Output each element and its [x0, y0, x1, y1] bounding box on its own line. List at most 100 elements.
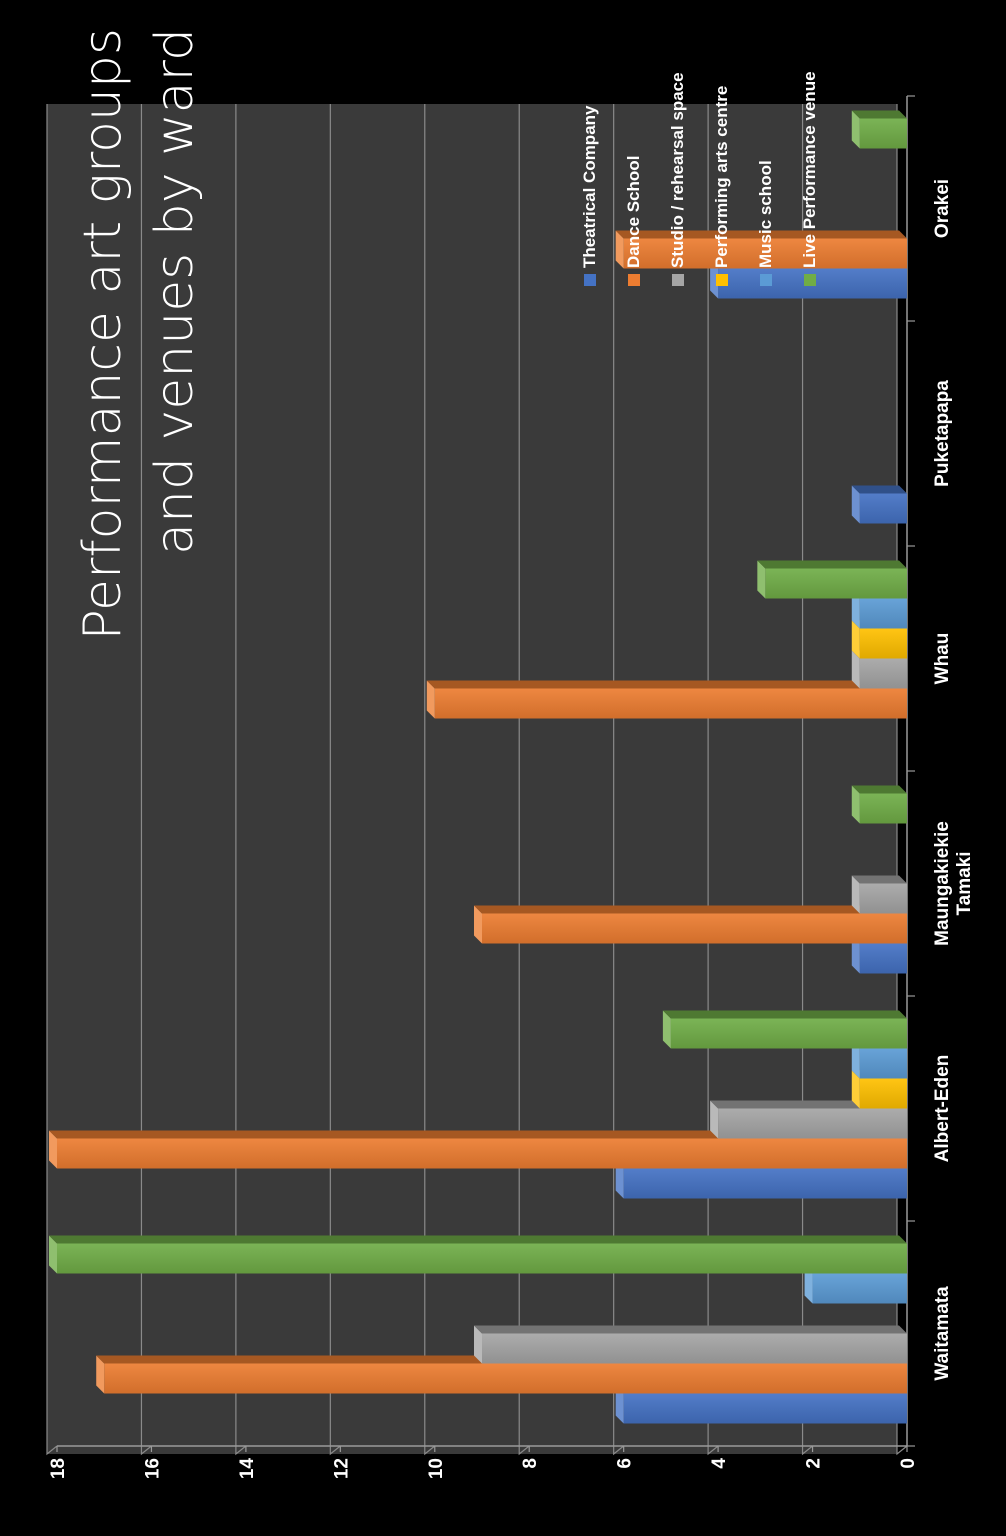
bar	[812, 1273, 907, 1304]
bar	[859, 118, 907, 149]
gridline	[896, 104, 908, 1456]
legend-entry: Studio / rehearsal space	[668, 72, 687, 268]
bar	[623, 1393, 908, 1424]
bar	[104, 1363, 907, 1394]
bar-top	[757, 560, 766, 599]
y-tick-label: 4	[709, 1458, 730, 1469]
gridline	[518, 104, 530, 1456]
bar-top	[851, 620, 860, 659]
bar	[57, 1243, 907, 1274]
legend-swatch	[716, 274, 728, 286]
legend-entry: Dance School	[624, 156, 643, 268]
x-category-label: Waitamata	[932, 1286, 953, 1381]
bar	[859, 883, 907, 914]
legend-entry: Theatrical Company	[580, 105, 599, 268]
gridline	[801, 104, 813, 1456]
bar-top	[615, 1160, 624, 1199]
y-tick-label: 16	[142, 1458, 163, 1479]
bar-top	[662, 1010, 671, 1049]
legend-swatch	[584, 274, 596, 286]
bar	[859, 628, 907, 659]
bar-top	[474, 1325, 482, 1364]
bar-top	[474, 905, 482, 944]
x-category-label: Albert-Eden	[932, 1055, 953, 1163]
bar-top	[49, 1235, 57, 1274]
x-category-label: Whau	[932, 633, 953, 685]
bar-top	[851, 875, 860, 914]
bar-top	[851, 590, 860, 629]
bar	[434, 688, 907, 719]
bar	[670, 1018, 908, 1049]
bar-side	[474, 1325, 907, 1334]
bar-side	[615, 230, 907, 239]
bar-top	[615, 230, 624, 269]
bar-top	[710, 1100, 719, 1139]
bar	[859, 658, 907, 689]
legend-swatch	[804, 274, 816, 286]
bar-top	[851, 485, 860, 524]
bar	[482, 913, 907, 944]
y-tick-label: 6	[615, 1458, 636, 1469]
legend-swatch	[672, 274, 684, 286]
bar-side	[426, 680, 907, 689]
bar-side	[851, 785, 907, 794]
plot-back-wall	[47, 104, 897, 1454]
bar-top	[851, 935, 860, 974]
x-category-label: Tamaki	[954, 851, 975, 915]
x-category-label: Maungakiekie	[932, 821, 953, 946]
bar	[623, 238, 908, 269]
bar-top	[851, 1070, 860, 1109]
chart-title-line: Performance art groups	[73, 28, 133, 641]
bar-top	[615, 1385, 624, 1424]
bar-side	[49, 1130, 907, 1139]
y-tick-label: 18	[48, 1458, 69, 1479]
bar-top	[804, 1265, 813, 1304]
gridline	[46, 104, 58, 1456]
bar	[859, 598, 907, 629]
y-tick-label: 0	[898, 1458, 919, 1469]
gridline	[613, 104, 625, 1456]
bar-top	[851, 110, 860, 149]
bar-side	[49, 1235, 907, 1244]
y-tick-label: 14	[237, 1458, 258, 1480]
y-tick-label: 10	[426, 1458, 447, 1479]
bar	[623, 1168, 908, 1199]
bar	[859, 1048, 907, 1079]
legend-entry: Performing arts centre	[712, 86, 731, 268]
bar	[859, 793, 907, 824]
y-tick-label: 8	[520, 1458, 541, 1469]
y-tick-label: 12	[331, 1458, 352, 1479]
y-tick-label: 2	[804, 1458, 825, 1469]
chart-title-line: and venues by ward	[145, 28, 205, 555]
bar	[859, 943, 907, 974]
bar-top	[426, 680, 435, 719]
x-category-label: Puketapapa	[932, 380, 953, 487]
bar-top	[49, 1130, 57, 1169]
gridline	[140, 104, 152, 1456]
bar-top	[96, 1355, 105, 1394]
bar-top	[710, 260, 719, 299]
bar	[859, 493, 907, 524]
bar	[765, 568, 907, 599]
gridline	[235, 104, 247, 1456]
legend-entry: Music school	[756, 160, 775, 268]
bar	[57, 1138, 907, 1169]
bar-side	[851, 485, 907, 494]
gridline	[707, 104, 719, 1456]
bar	[859, 1078, 907, 1109]
legend-entry: Live Performance venue	[800, 71, 819, 268]
bar	[718, 1108, 907, 1139]
legend-swatch	[760, 274, 772, 286]
bar-side	[757, 560, 907, 569]
bar	[482, 1333, 907, 1364]
bar-top	[851, 650, 860, 689]
gridline	[424, 104, 436, 1456]
x-category-label: Orakei	[932, 179, 953, 238]
bar-side	[474, 905, 907, 914]
bar-side	[662, 1010, 907, 1019]
bar-top	[851, 785, 860, 824]
legend-swatch	[628, 274, 640, 286]
